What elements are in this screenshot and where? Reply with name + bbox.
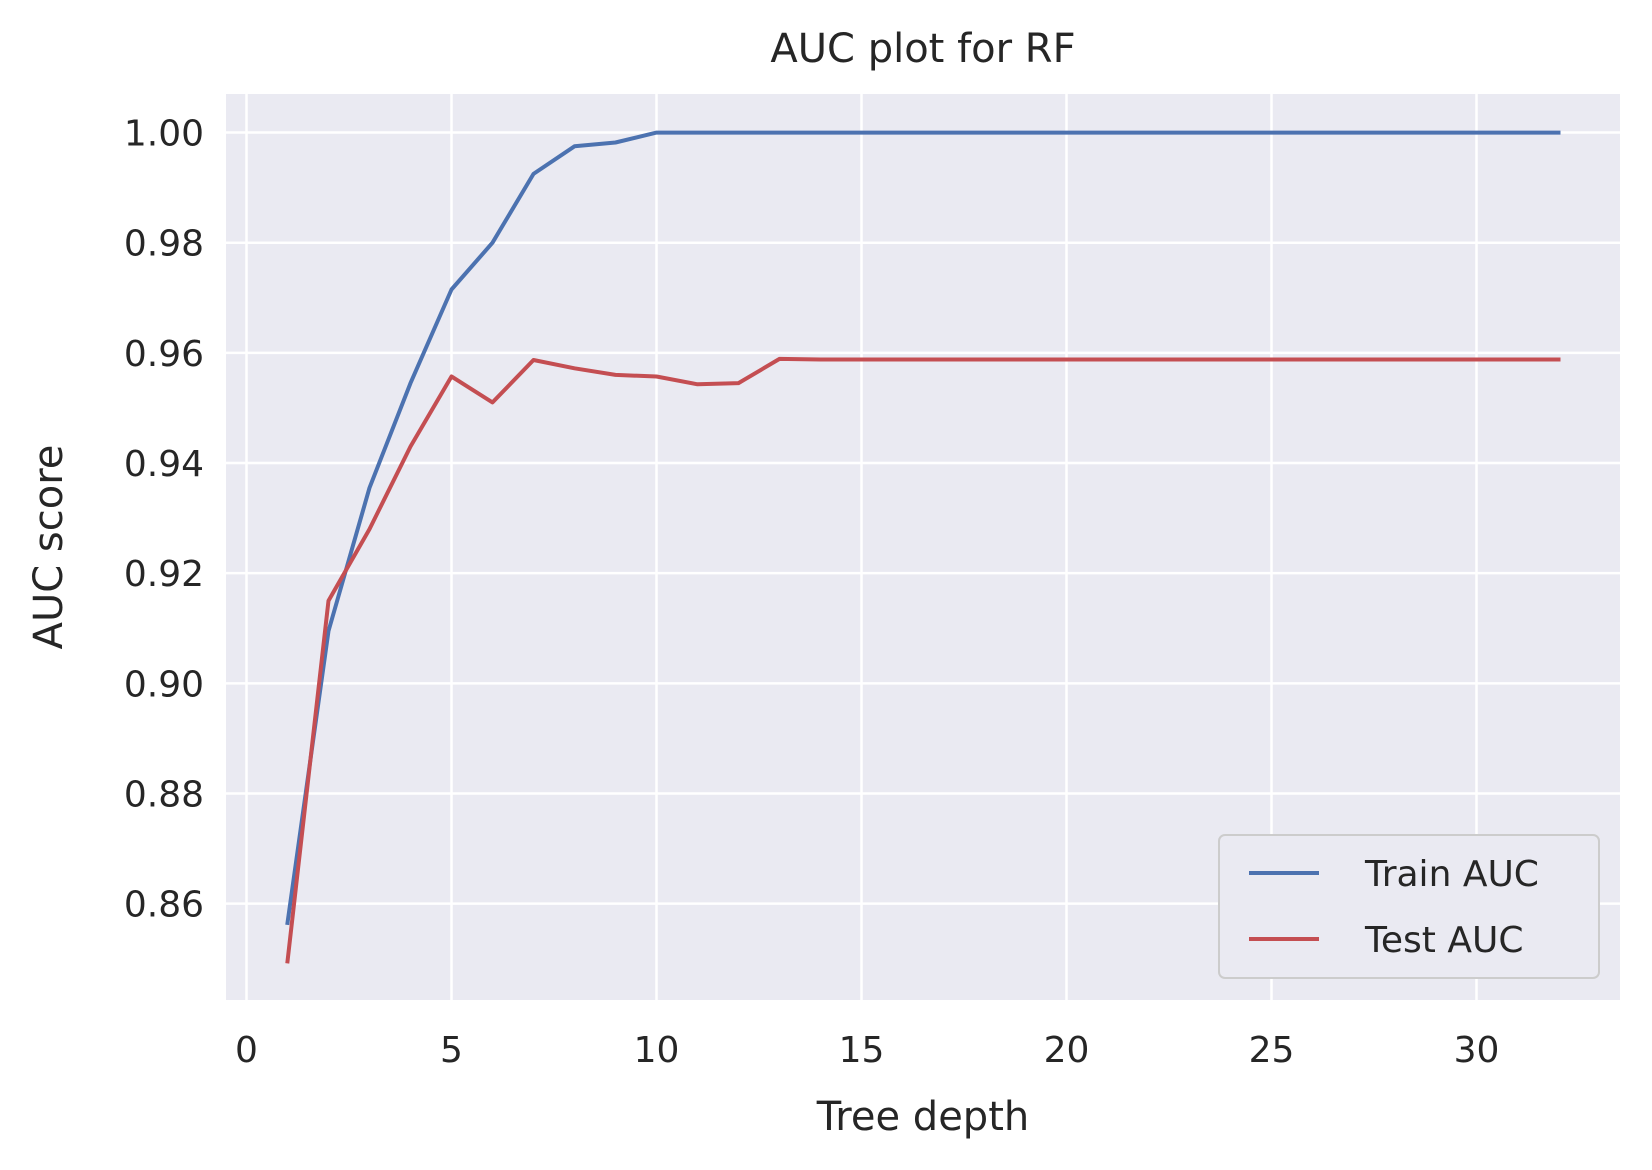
series-lines [285,130,1561,964]
y-tick-label: 0.92 [124,554,204,595]
x-tick-label: 10 [634,1030,680,1071]
x-tick-label: 20 [1044,1030,1090,1071]
x-axis-label: Tree depth [816,1094,1029,1140]
x-tick-label: 15 [839,1030,885,1071]
x-tick-labels: 0 5 10 15 20 25 30 [235,1030,1499,1071]
x-tick-label: 0 [235,1030,258,1071]
y-tick-label: 0.98 [124,224,204,265]
legend-label: Test AUC [1364,920,1523,961]
y-tick-label: 0.96 [124,334,204,375]
y-tick-label: 0.88 [124,774,204,815]
y-tick-labels: 0.86 0.88 0.90 0.92 0.94 0.96 0.98 1.00 [124,114,204,926]
y-tick-label: 0.90 [124,664,204,705]
series-line-train-auc [285,130,1561,926]
y-axis-label: AUC score [26,445,72,650]
y-tick-label: 1.00 [124,114,204,155]
chart-title: AUC plot for RF [770,26,1075,72]
x-tick-label: 30 [1454,1030,1500,1071]
x-tick-label: 25 [1249,1030,1295,1071]
y-tick-label: 0.86 [124,885,204,926]
legend: Train AUC Test AUC [1218,834,1600,979]
x-tick-label: 5 [440,1030,463,1071]
series-line-test-auc [285,356,1561,964]
legend-label: Train AUC [1364,854,1539,895]
legend-frame [1218,834,1600,979]
y-tick-label: 0.94 [124,444,204,485]
